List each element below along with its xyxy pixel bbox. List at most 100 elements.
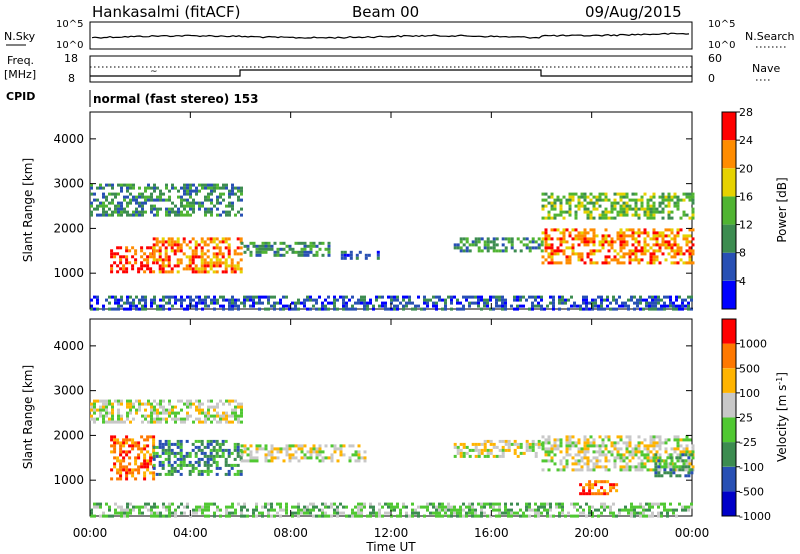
heatmap-cell [613, 258, 617, 262]
heatmap-cell [297, 444, 301, 448]
heatmap-cell [164, 258, 168, 262]
heatmap-cell [216, 405, 219, 409]
heatmap-cell [135, 198, 138, 202]
heatmap-cell [595, 444, 599, 448]
heatmap-cell [150, 514, 153, 518]
heatmap-cell [126, 298, 129, 302]
heatmap-cell [114, 207, 117, 211]
heatmap-cell [610, 240, 614, 244]
heatmap-cell [213, 405, 216, 409]
heatmap-cell [606, 304, 609, 308]
heatmap-cell [688, 192, 692, 196]
heatmap-cell [402, 298, 405, 302]
heatmap-cell [613, 249, 617, 253]
heatmap-cell [96, 198, 99, 202]
heatmap-cell [140, 447, 144, 451]
heatmap-cell [453, 246, 457, 250]
heatmap-cell [474, 511, 477, 515]
heatmap-cell [180, 204, 183, 208]
heatmap-cell [541, 435, 545, 439]
heatmap-cell [186, 201, 189, 205]
heatmap-cell [150, 417, 153, 421]
heatmap-cell [252, 456, 256, 460]
heatmap-cell [681, 298, 684, 302]
heatmap-cell [197, 255, 201, 259]
heatmap-cell [159, 420, 162, 424]
heatmap-cell [122, 438, 126, 442]
heatmap-cell [622, 213, 626, 217]
heatmap-cell [658, 246, 662, 250]
heatmap-cell [240, 450, 244, 454]
heatmap-cell [639, 511, 642, 515]
heatmap-cell [198, 402, 201, 406]
heatmap-cell [93, 402, 96, 406]
heatmap-cell [267, 514, 270, 518]
heatmap-cell [345, 505, 348, 509]
heatmap-cell [603, 508, 606, 512]
heatmap-cell [547, 216, 551, 220]
heatmap-cell [195, 295, 198, 299]
heatmap-cell [264, 250, 268, 254]
heatmap-cell [90, 408, 93, 412]
heatmap-cell [309, 241, 313, 245]
heatmap-cell [186, 295, 189, 299]
heatmap-cell [231, 420, 234, 424]
heatmap-cell [634, 192, 638, 196]
heatmap-cell [155, 454, 159, 458]
heatmap-cell [231, 502, 234, 506]
heatmap-cell [174, 210, 177, 214]
heatmap-cell [156, 402, 159, 406]
x-tick-label: 00:00 [675, 526, 710, 540]
heatmap-cell [117, 307, 120, 311]
heatmap-cell [264, 447, 268, 451]
heatmap-cell [477, 502, 480, 506]
heatmap-cell [468, 301, 471, 305]
heatmap-cell [438, 508, 441, 512]
heatmap-cell [640, 246, 644, 250]
heatmap-cell [216, 183, 219, 187]
heatmap-cell [239, 472, 243, 476]
heatmap-cell [369, 514, 372, 518]
heatmap-cell [459, 240, 463, 244]
heatmap-cell [201, 201, 204, 205]
heatmap-cell [137, 468, 141, 472]
heatmap-cell [651, 295, 654, 299]
heatmap-cell [240, 301, 243, 305]
heatmap-cell [501, 304, 504, 308]
heatmap-cell [571, 243, 575, 247]
heatmap-cell [249, 241, 253, 245]
heatmap-cell [546, 508, 549, 512]
heatmap-cell [559, 441, 563, 445]
heatmap-cell [173, 240, 177, 244]
heatmap-cell [152, 445, 156, 449]
heatmap-cell [354, 511, 357, 515]
heatmap-cell [167, 445, 171, 449]
heatmap-cell [221, 252, 225, 256]
heatmap-cell [108, 411, 111, 415]
heatmap-cell [90, 405, 93, 409]
heatmap-cell [531, 240, 535, 244]
heatmap-cell [132, 405, 135, 409]
heatmap-cell [183, 511, 186, 515]
heatmap-cell [568, 255, 572, 259]
heatmap-cell [687, 307, 690, 311]
heatmap-cell [179, 249, 183, 253]
heatmap-cell [126, 301, 129, 305]
heatmap-cell [574, 462, 578, 466]
heatmap-cell [643, 246, 647, 250]
heatmap-cell [222, 192, 225, 196]
heatmap-cell [639, 505, 642, 509]
heatmap-cell [616, 234, 620, 238]
heatmap-cell [690, 468, 694, 472]
heatmap-cell [550, 204, 554, 208]
heatmap-cell [158, 454, 162, 458]
heatmap-cell [604, 192, 608, 196]
heatmap-cell [655, 243, 659, 247]
heatmap-cell [562, 195, 566, 199]
heatmap-cell [279, 253, 283, 257]
heatmap-cell [537, 508, 540, 512]
heatmap-cell [562, 240, 566, 244]
heatmap-cell [495, 243, 499, 247]
heatmap-cell [519, 442, 523, 446]
heatmap-cell [540, 502, 543, 506]
